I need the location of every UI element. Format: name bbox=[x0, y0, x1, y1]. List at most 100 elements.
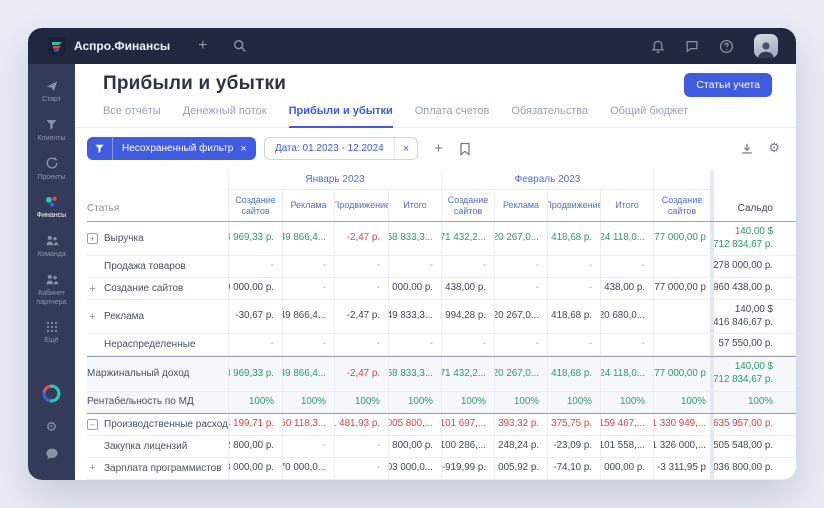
expand-toggle-icon[interactable]: + bbox=[87, 233, 98, 245]
value-cell: - bbox=[282, 334, 334, 356]
sidebar-item-partner[interactable]: Кабинет партнера bbox=[28, 266, 75, 314]
value-cell: - bbox=[547, 334, 600, 356]
tab-liabilities[interactable]: Обязательства bbox=[511, 105, 589, 117]
tab-all-reports[interactable]: Все отчёты bbox=[103, 105, 161, 117]
value-cell: -23,09 р. bbox=[547, 436, 600, 457]
month-group-next bbox=[653, 170, 710, 190]
table-row: + Выручка 8 969,33 р.3 249 866,4...-2,47 р… bbox=[87, 222, 796, 257]
table-vertical-scrollbar[interactable] bbox=[710, 334, 714, 356]
subcolumn-header: Создание сайтов bbox=[653, 190, 710, 221]
value-cell: - bbox=[547, 278, 600, 299]
table-row: + Зарплата программистов -33 000,00 р.-770… bbox=[87, 457, 796, 480]
table-vertical-scrollbar[interactable] bbox=[710, 299, 714, 334]
settings-gear-icon[interactable]: ⚙ bbox=[45, 420, 58, 435]
tab-invoice-payment[interactable]: Оплата счетов bbox=[414, 105, 490, 117]
subcolumn-header: Итого bbox=[388, 190, 441, 221]
tab-profit-loss[interactable]: Прибыли и убытки bbox=[288, 105, 393, 128]
saldo-line: 140,00 $ bbox=[734, 226, 773, 237]
notifications-bell-icon[interactable] bbox=[651, 39, 665, 54]
sidebar-item-finance[interactable]: Финансы bbox=[28, 188, 75, 227]
value-cell: - bbox=[334, 278, 388, 299]
row-label-cell: – Производственные расходы bbox=[87, 415, 228, 434]
value-cell: 100% bbox=[547, 391, 600, 413]
unsaved-filter-close-icon[interactable]: × bbox=[240, 142, 247, 155]
messages-chat-icon[interactable] bbox=[685, 39, 699, 53]
subcolumn-header: Создание сайтов bbox=[441, 190, 494, 221]
bookmark-icon[interactable] bbox=[459, 142, 471, 156]
expand-plus-icon[interactable]: + bbox=[89, 462, 96, 475]
value-cell: -950 118,3... bbox=[282, 414, 334, 436]
value-cell: 3 258 833,3... bbox=[388, 222, 441, 256]
value-cell: - bbox=[282, 436, 334, 457]
table-vertical-scrollbar[interactable] bbox=[710, 222, 714, 256]
value-cell: - bbox=[334, 457, 388, 479]
table-vertical-scrollbar[interactable] bbox=[710, 391, 714, 413]
user-avatar[interactable] bbox=[754, 34, 778, 58]
unsaved-filter-chip[interactable]: Несохраненный фильтр × bbox=[87, 137, 256, 160]
value-cell: 803 438,00 р. bbox=[600, 278, 653, 299]
sidebar-item-team[interactable]: Команда bbox=[28, 227, 75, 266]
tab-cash-flow[interactable]: Денежный поток bbox=[182, 105, 267, 117]
table-vertical-scrollbar[interactable] bbox=[710, 414, 714, 436]
tab-total-budget[interactable]: Общий бюджет bbox=[610, 105, 689, 117]
sidebar-item-more[interactable]: Ещё bbox=[28, 313, 75, 352]
help-icon[interactable] bbox=[719, 39, 734, 54]
table-settings-gear-icon[interactable]: ⚙ bbox=[768, 141, 780, 156]
table-vertical-scrollbar[interactable] bbox=[710, 457, 714, 479]
table-vertical-scrollbar[interactable] bbox=[710, 278, 714, 299]
download-icon[interactable] bbox=[740, 142, 754, 156]
value-cell: - bbox=[494, 334, 547, 356]
value-cell: 3 249 866,4... bbox=[282, 222, 334, 256]
value-cell: - bbox=[228, 334, 282, 356]
date-filter-chip[interactable]: Дата: 01.2023 - 12.2024 × bbox=[263, 137, 419, 160]
saldo-cell: 140,00 $47 712 834,67 р. bbox=[714, 222, 781, 255]
value-cell: 8 969,33 р. bbox=[228, 357, 282, 391]
team-icon bbox=[44, 233, 59, 248]
sidebar-item-clients[interactable]: Клиенты bbox=[28, 111, 75, 150]
value-cell: -1 100 286,... bbox=[441, 436, 494, 457]
support-chat-icon[interactable] bbox=[45, 447, 59, 466]
value-cell: -4 005,92 р. bbox=[494, 457, 547, 479]
saldo-line: 140,00 $ bbox=[734, 361, 773, 373]
value-cell: 3 249 866,4... bbox=[282, 299, 334, 334]
app-window: Аспро.Финансы + bbox=[28, 28, 796, 480]
value-cell: -1 005 800,... bbox=[388, 414, 441, 436]
collapse-toggle-icon[interactable]: – bbox=[87, 419, 98, 431]
table-row: Закупка лицензий-2 800,00 р.---2 800,00 … bbox=[87, 436, 796, 458]
saldo-cell: -17 505 548,00 р. bbox=[714, 436, 781, 457]
month-group-february: Февраль 2023 bbox=[441, 170, 653, 190]
value-cell bbox=[653, 334, 710, 356]
sidebar-item-label: Клиенты bbox=[37, 134, 66, 142]
value-cell: 100% bbox=[228, 391, 282, 413]
sidebar-item-start[interactable]: Старт bbox=[28, 72, 75, 111]
value-cell: -1 330 949,... bbox=[653, 414, 710, 436]
value-cell: 1 720 267,0... bbox=[494, 357, 547, 391]
add-filter-icon[interactable]: + bbox=[434, 140, 443, 157]
saldo-line: 18 960 438,00 р. bbox=[714, 282, 773, 294]
value-cell: -770 000,0... bbox=[282, 457, 334, 479]
table-vertical-scrollbar[interactable] bbox=[710, 436, 714, 457]
value-cell: 132 418,68 р. bbox=[547, 299, 600, 334]
value-cell: 803 438,00 р. bbox=[441, 278, 494, 299]
table-vertical-scrollbar[interactable] bbox=[710, 256, 714, 278]
expand-plus-icon[interactable]: + bbox=[89, 282, 96, 295]
sidebar-item-projects[interactable]: Проекты bbox=[28, 150, 75, 189]
value-cell: 9 000,00 р. bbox=[388, 278, 441, 299]
value-cell: -74,10 р. bbox=[547, 457, 600, 479]
table-vertical-scrollbar[interactable] bbox=[710, 357, 714, 391]
date-filter-close-icon[interactable]: × bbox=[393, 138, 417, 159]
saldo-cell: 57 550,00 р. bbox=[714, 334, 781, 355]
value-cell: - bbox=[547, 256, 600, 278]
value-cell: - bbox=[494, 278, 547, 299]
accounting-items-button[interactable]: Статьи учета bbox=[684, 73, 772, 97]
value-cell bbox=[653, 299, 710, 334]
value-cell: -2,47 р. bbox=[334, 222, 388, 256]
expand-plus-icon[interactable]: + bbox=[89, 310, 96, 323]
partner-cabinet-icon bbox=[44, 272, 59, 287]
create-plus-icon[interactable]: + bbox=[198, 37, 208, 54]
table-row: –Производственные расходы-54 199,71 р.-9… bbox=[87, 413, 796, 437]
table-vertical-scrollbar[interactable] bbox=[710, 170, 714, 221]
table-row: Маржинальный доход 8 969,33 р.3 249 866,4… bbox=[87, 356, 796, 392]
search-icon[interactable] bbox=[233, 39, 247, 53]
